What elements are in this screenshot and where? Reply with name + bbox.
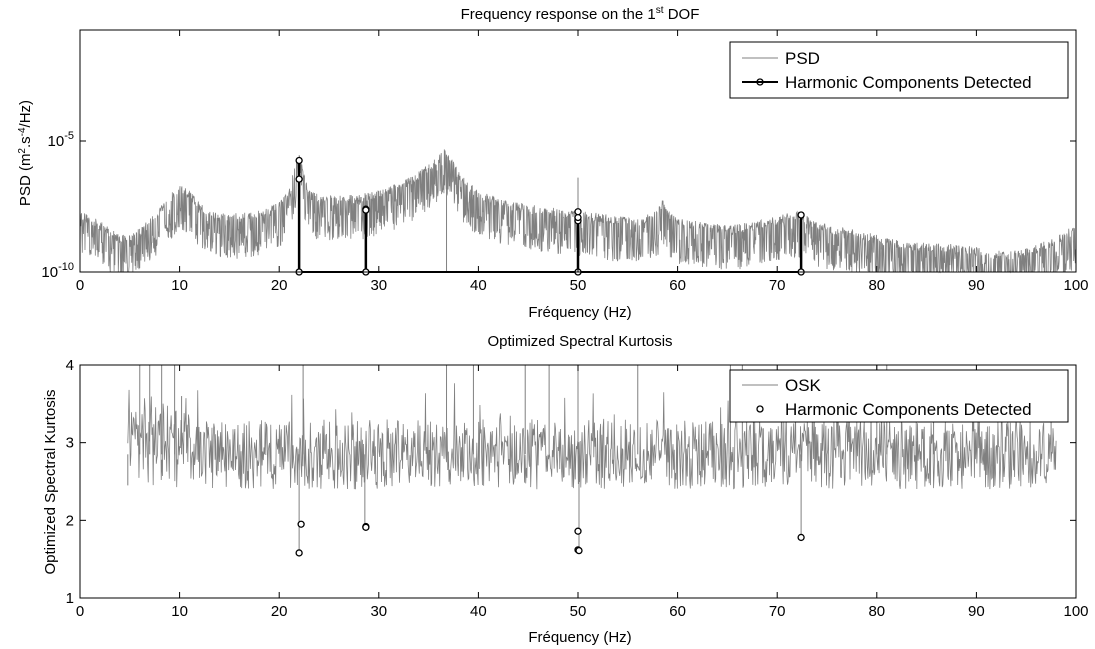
harmonics-legend-label: Harmonic Components Detected [785, 73, 1032, 92]
osk-legend-box [729, 369, 1069, 423]
osk-harmonic-marker [574, 527, 582, 535]
osk-axes-box [79, 364, 1077, 599]
osk-x-axis-label: Fréquency (Hz) [528, 629, 631, 646]
y-tick-label: 3 [66, 435, 74, 452]
osk-legend-label: OSK [785, 376, 822, 395]
psd-chart-title: Frequency response on the 1st DOF [461, 5, 700, 23]
x-tick-label: 0 [76, 603, 84, 620]
osk-harmonic-marker [362, 523, 370, 531]
osk-harmonics-legend-marker [756, 405, 764, 413]
harmonic-marker [797, 211, 805, 219]
x-tick-label: 40 [470, 603, 487, 620]
psd-legend-box [729, 41, 1069, 99]
y-tick-label: 10-5 [48, 130, 74, 150]
x-tick-label: 40 [470, 277, 487, 294]
x-tick-label: 50 [570, 277, 587, 294]
psd-x-axis-label: Fréquency (Hz) [528, 304, 631, 321]
psd-legend: PSD Harmonic Components Detected [729, 41, 1069, 99]
harmonics-legend-marker [756, 78, 764, 86]
osk-harmonic-marker [297, 520, 305, 528]
harmonic-marker [295, 156, 303, 165]
x-tick-label: 20 [271, 277, 288, 294]
psd-chart: Frequency response on the 1st DOF PSD (m… [17, 5, 1089, 321]
harmonic-marker [574, 208, 582, 216]
y-tick-label: 4 [66, 357, 74, 374]
harmonic-marker [574, 213, 582, 222]
x-tick-label: 60 [669, 277, 686, 294]
osk-harmonic-marker [575, 546, 583, 555]
psd-axes-box [79, 29, 1077, 273]
x-tick-label: 70 [769, 277, 786, 294]
x-tick-label: 100 [1063, 277, 1088, 294]
psd-y-axis-label: PSD (m2.s-4/Hz) [17, 100, 34, 206]
osk-chart: Optimized Spectral Kurtosis Optimized Sp… [42, 333, 1089, 646]
x-tick-label: 20 [271, 603, 288, 620]
osk-legend: OSK Harmonic Components Detected [729, 369, 1069, 423]
osk-harmonics-legend-label: Harmonic Components Detected [785, 400, 1032, 419]
x-tick-label: 80 [868, 603, 885, 620]
harmonic-marker [295, 175, 303, 183]
x-tick-label: 10 [171, 603, 188, 620]
x-tick-label: 30 [370, 603, 387, 620]
x-tick-label: 100 [1063, 603, 1088, 620]
osk-harmonic-marker [295, 549, 303, 557]
x-tick-label: 60 [669, 603, 686, 620]
x-tick-label: 90 [968, 603, 985, 620]
x-tick-label: 70 [769, 603, 786, 620]
harmonic-marker [362, 206, 370, 214]
y-tick-label: 2 [66, 512, 74, 529]
psd-legend-label: PSD [785, 49, 820, 68]
x-tick-label: 10 [171, 277, 188, 294]
x-tick-label: 90 [968, 277, 985, 294]
y-tick-label: 1 [66, 590, 74, 607]
osk-chart-title: Optimized Spectral Kurtosis [487, 333, 672, 350]
x-tick-label: 0 [76, 277, 84, 294]
x-tick-label: 50 [570, 603, 587, 620]
osk-harmonic-marker [797, 533, 805, 542]
osk-y-axis-label: Optimized Spectral Kurtosis [42, 389, 59, 574]
x-tick-label: 30 [370, 277, 387, 294]
y-tick-label: 10-10 [41, 261, 74, 281]
x-tick-label: 80 [868, 277, 885, 294]
